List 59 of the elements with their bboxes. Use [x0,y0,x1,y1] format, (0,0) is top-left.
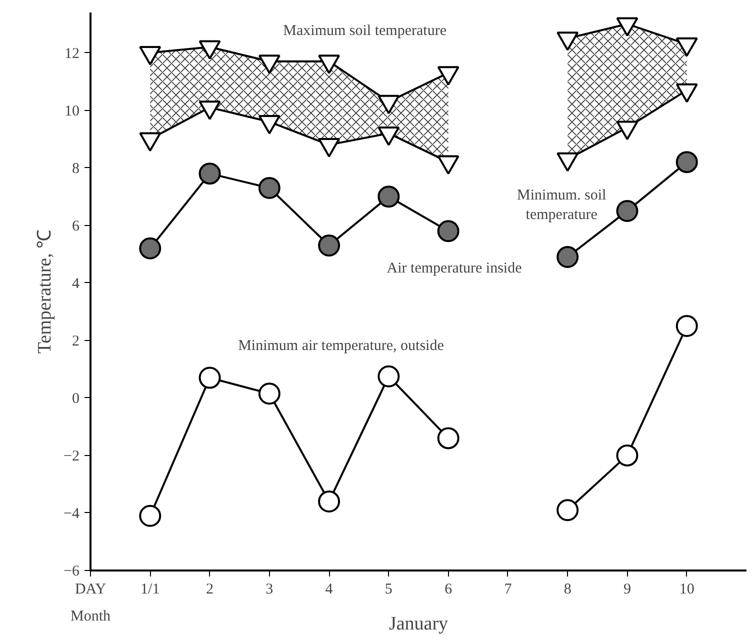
text: Month [70,608,111,624]
point [198,366,221,389]
point [676,37,698,57]
point [378,365,400,388]
point [437,66,460,86]
point [676,83,698,103]
point [258,54,280,74]
y-tick-label: 2 [72,333,80,350]
y-tick-label: 4 [72,276,80,292]
point [258,115,280,134]
point [258,382,280,405]
annotation: Air temperature inside [386,260,522,276]
point [139,237,162,260]
point [378,94,400,114]
point [198,100,221,120]
point [198,40,221,60]
point [437,155,460,175]
y-tick-label: 12 [64,46,80,62]
point [139,504,162,527]
text: DAY [74,582,106,598]
x-tick-label: 6 [444,582,453,598]
point [318,490,340,512]
y-axis-title: Temperature, ℃ [34,229,56,354]
y-tick-label: 0 [72,390,80,407]
point [139,46,162,66]
point [556,32,579,51]
x-axis-title: January [388,614,449,634]
y-tick-label: 6 [72,218,80,234]
point [318,54,340,74]
point [616,120,638,140]
x-tick-label: 8 [564,582,572,598]
x-tick-label: 1/1 [140,582,160,598]
x-tick-label: 4 [325,582,334,598]
annotation: Minimum air temperature, outside [238,338,444,354]
y-tick-label: −2 [64,448,80,464]
y-tick-label: 10 [64,103,80,120]
annotation: Minimum. soil temperature [517,188,606,223]
x-tick-label: 10 [679,582,694,598]
y-tick-label: 8 [72,160,80,177]
x-tick-label: 2 [206,582,214,598]
point [556,246,579,268]
point [556,152,579,172]
point [139,132,162,152]
x-tick-label: 7 [504,582,512,598]
x-tick-label: 9 [623,582,631,598]
point [556,499,579,522]
y-tick-label: −6 [64,564,80,580]
point [437,220,460,242]
annotation: Maximum soil temperature [283,23,447,40]
x-tick-label: 5 [384,582,392,598]
point [318,138,340,158]
point [676,315,698,337]
point [616,17,638,37]
point [318,234,340,256]
point [616,444,638,466]
point [378,126,400,146]
y-tick-label: −4 [64,506,80,522]
x-tick-label: 3 [266,582,274,598]
point [437,427,460,450]
